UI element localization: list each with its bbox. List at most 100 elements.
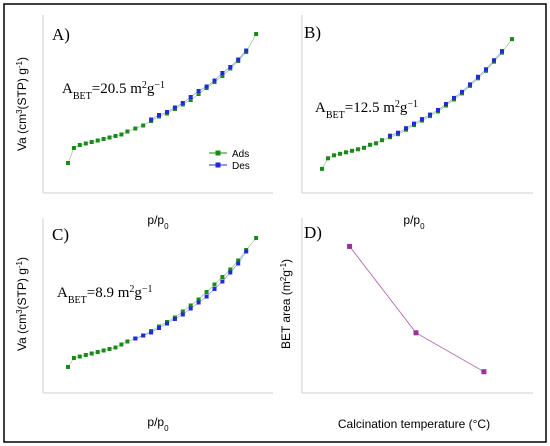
panel-c-ads-point [89, 351, 94, 356]
panel-a-label: A) [52, 25, 70, 44]
legend-des-marker [215, 162, 221, 168]
panel-c-des-point [149, 330, 154, 335]
panel-b-ads-point [350, 148, 354, 153]
panel-b-des-point [460, 89, 464, 94]
panel-a-ads-point [220, 74, 225, 78]
panel-d-plot-area [347, 243, 487, 375]
panel-c-ads-point [228, 267, 233, 272]
panel-a-ads-point [188, 98, 193, 102]
panel-b-ads-point [368, 142, 372, 147]
panel-b-ads-point [356, 147, 360, 152]
panel-d-label: D) [304, 223, 322, 242]
panel-b-des-point [404, 126, 408, 131]
panel-a-des-point [212, 78, 217, 83]
panel-c-des-point [204, 294, 209, 299]
panel-c-ads-point [119, 342, 124, 347]
panel-c-ads-point [83, 353, 88, 357]
panel-b-ads-point [380, 138, 384, 143]
panel-d-series-point [413, 330, 419, 336]
panel-a-ads-point [95, 138, 100, 143]
panel-c-ads-point [77, 354, 82, 359]
panel-c-ads-point [66, 365, 70, 369]
legend-des-label: Des [232, 161, 250, 172]
panel-c-ads-point [95, 350, 100, 354]
panel-b-ads-point [326, 156, 330, 161]
panel-c-ads-point [236, 258, 241, 263]
panel-a-des-point [157, 113, 161, 117]
panel-a-ads-point [113, 134, 118, 138]
panel-d-series-point [481, 369, 487, 375]
panel-b-des-point [428, 112, 432, 117]
panel-a-des-point [244, 48, 249, 53]
panel-b-des-point [436, 108, 440, 112]
panel-c-des-point [133, 336, 138, 341]
panel-a-des-point [220, 71, 225, 75]
panel-b-ads-point [362, 145, 366, 150]
figure-border [3, 3, 547, 443]
panel-c-des-point [244, 249, 249, 254]
panel-a-ads-point [71, 146, 76, 150]
panel-a-ads-point [254, 32, 259, 36]
panel-b-ads-point [374, 141, 378, 146]
panel-a-des-point [180, 101, 185, 105]
panel-b-des-point [476, 74, 480, 79]
panel-a-ads-point [133, 126, 138, 131]
panel-a-des-point [228, 65, 233, 69]
panel-a-des-point [165, 110, 169, 114]
panel-a-ads-point [119, 132, 124, 137]
panel-c-ads-point [254, 236, 259, 240]
panel-b-des-point [500, 49, 504, 54]
panel-a-ads-point [89, 140, 94, 144]
panel-b-des-point [452, 95, 456, 100]
panel-a-des-point [149, 117, 154, 122]
panel-b-ads-point [320, 166, 324, 171]
panel-b-label: B) [304, 23, 321, 42]
panel-b-des-point [484, 67, 488, 72]
panel-c-des-point [157, 326, 161, 330]
panel-c-ads-point [101, 348, 106, 353]
panel-c: C) ABET=8.9 m2g−1 Va (cm3(STP) g-1) p/p0 [15, 218, 273, 433]
panel-a-ads-point [77, 143, 82, 147]
panel-c-ads-point [220, 275, 225, 279]
panel-b-x-label: p/p0 [403, 213, 425, 231]
panel-c-des-point [188, 306, 193, 311]
panel-a-des-point [188, 95, 193, 99]
panel-d-series-point [347, 243, 353, 249]
panel-c-des-point [165, 321, 169, 326]
panel-c-des-point [141, 333, 146, 338]
panel-b-des-point [396, 130, 400, 135]
panel-c-ads-point [180, 309, 185, 314]
panel-c-annotation: ABET=8.9 m2g−1 [57, 284, 153, 306]
panel-b-ads-point [338, 151, 342, 156]
panel-a-des-point [196, 89, 201, 93]
panel-a-des-point [236, 57, 241, 62]
panel-c-des-point [196, 300, 201, 305]
panel-b-ads-point [332, 153, 336, 158]
panel-a-ads-point [66, 161, 70, 165]
panel-b-des-point [492, 58, 496, 63]
panel-c-y-label: Va (cm3(STP) g-1) [15, 257, 30, 351]
panel-d: D) BET area (m2g-1) Calcination temperat… [279, 218, 533, 431]
panel-c-ads-point [196, 297, 201, 302]
panel-a-plot-area [66, 32, 259, 165]
panel-c-des-point [220, 279, 225, 284]
panel-c-ads-point [71, 356, 76, 360]
panel-c-des-point [172, 317, 177, 321]
panel-b-ads-point [344, 150, 348, 155]
panel-b-annotation: ABET=12.5 m2g−1 [315, 99, 418, 121]
panel-a-annotation: ABET=20.5 m2g−1 [62, 80, 165, 102]
panel-c-ads-point [107, 347, 112, 351]
panel-b-des-point [388, 133, 392, 138]
panel-a-des-point [172, 105, 177, 110]
panel-c-ads-point [212, 282, 217, 287]
panel-c-ads-point [188, 303, 193, 308]
panel-c-ads-point [204, 290, 209, 294]
panel-d-x-label: Calcination temperature (°C) [338, 417, 490, 431]
legend-ads-label: Ads [232, 149, 249, 160]
panel-c-x-label: p/p0 [147, 415, 169, 433]
panel-c-ads-point [113, 345, 118, 350]
panel-a-ads-point [196, 92, 201, 96]
panel-b-des-point [444, 102, 448, 106]
panel-a-ads-point [125, 129, 130, 134]
